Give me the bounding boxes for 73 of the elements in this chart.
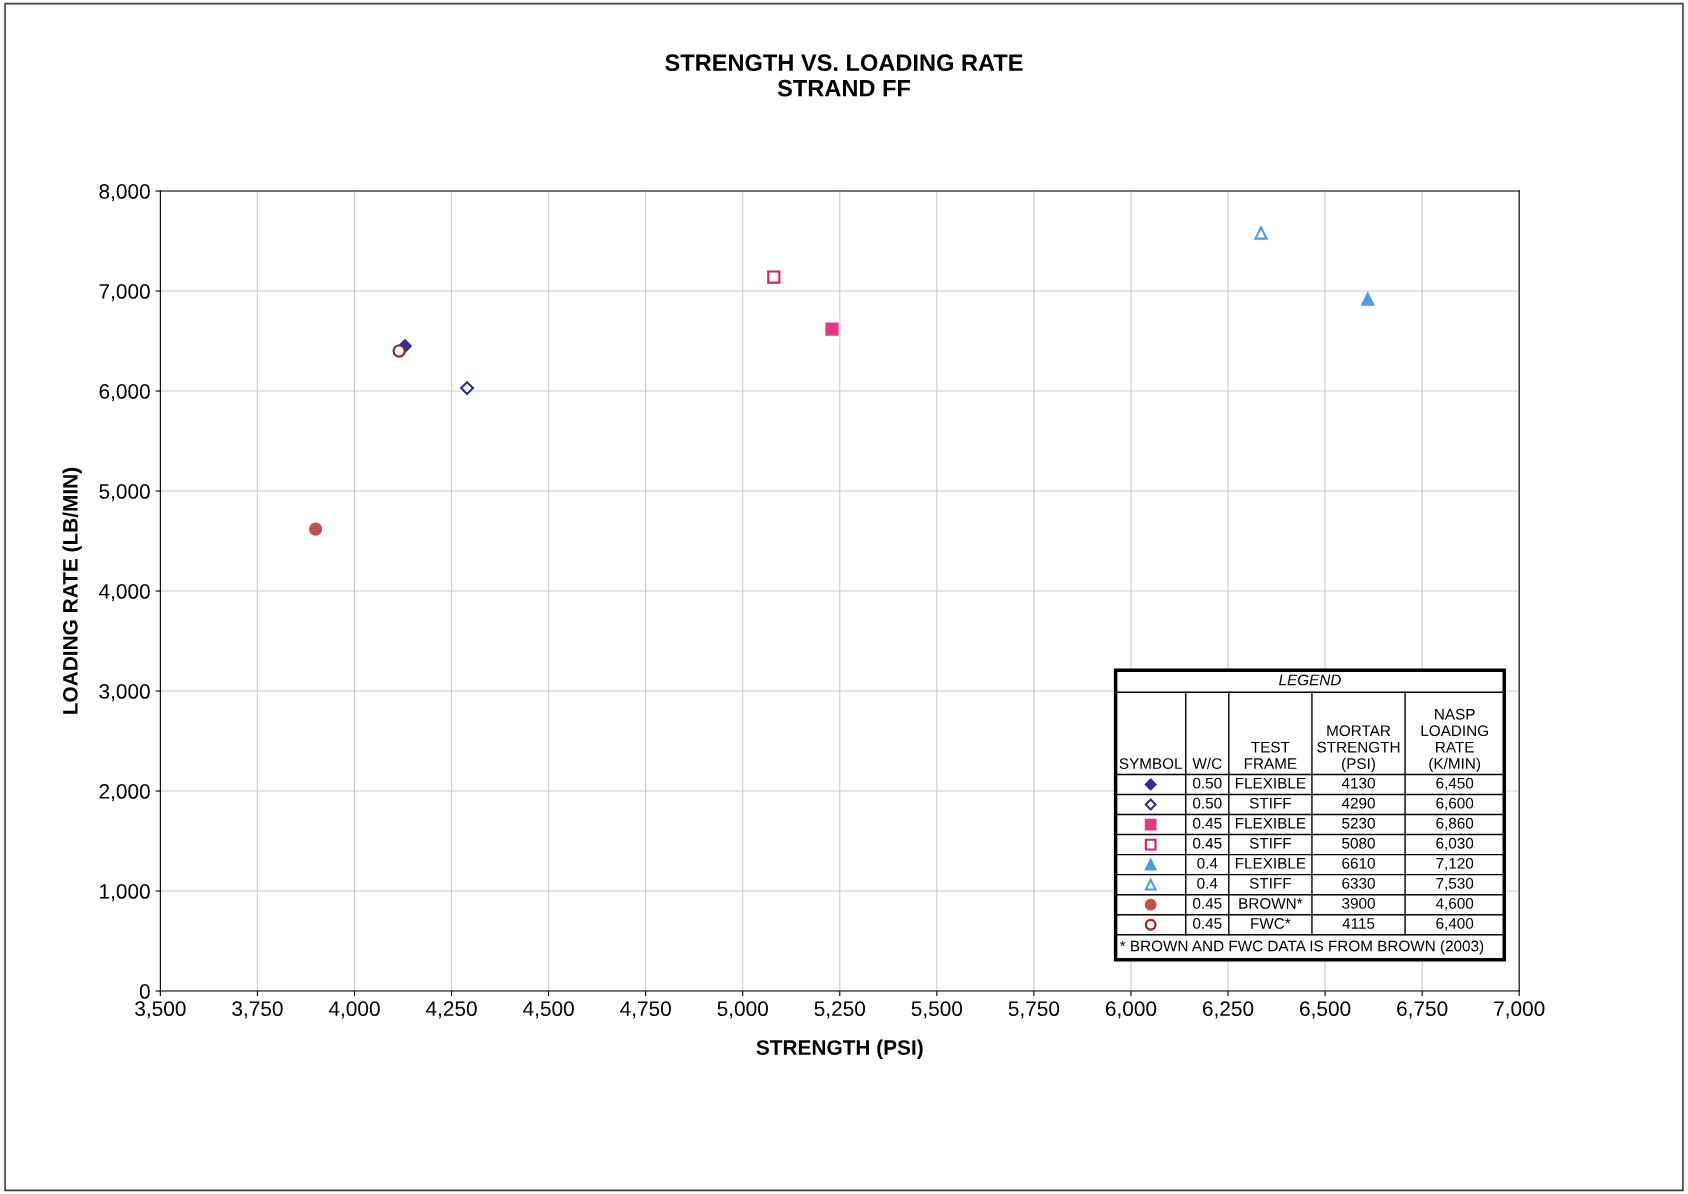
x-tick-label: 5,500 bbox=[911, 1001, 963, 1019]
x-tick-label: 4,000 bbox=[328, 1001, 380, 1019]
annotation: 4115 bbox=[1342, 918, 1375, 929]
y-tick-label: 7,000 bbox=[99, 284, 150, 302]
annotation: * BROWN AND FWC DATA IS FROM BROWN (2003) bbox=[1119, 940, 1484, 955]
annotation: W/C bbox=[1192, 757, 1222, 770]
annotation: 6,400 bbox=[1436, 918, 1474, 931]
annotation: FLEXIBLE bbox=[1235, 777, 1306, 789]
y-tick-label: 4,000 bbox=[98, 584, 150, 602]
annotation: STIFF bbox=[1249, 837, 1291, 849]
annotation: 7,530 bbox=[1436, 877, 1474, 891]
y-tick-label: 3,000 bbox=[99, 684, 150, 702]
annotation: FLEXIBLE bbox=[1235, 858, 1306, 869]
annotation: 0.45 bbox=[1193, 837, 1222, 849]
annotation: 0.45 bbox=[1193, 918, 1222, 929]
annotation: 0.45 bbox=[1193, 897, 1222, 909]
annotation: 7,120 bbox=[1436, 857, 1474, 871]
annotation: 0.45 bbox=[1193, 817, 1222, 829]
x-tick-label: 6,250 bbox=[1203, 1001, 1254, 1019]
y-tick-label: 0 bbox=[139, 984, 150, 999]
y-tick-label: 5,000 bbox=[99, 484, 150, 502]
annotation: 6,030 bbox=[1436, 837, 1474, 851]
annotation: 3900 bbox=[1342, 897, 1375, 909]
annotation: STIFF bbox=[1249, 877, 1291, 889]
annotation: SYMBOL bbox=[1119, 758, 1183, 770]
annotation: STIFF bbox=[1249, 797, 1291, 809]
x-tick-label: 5,750 bbox=[1008, 1001, 1060, 1019]
annotation: 0.50 bbox=[1193, 797, 1222, 809]
x-tick-label: 6,000 bbox=[1105, 1001, 1157, 1019]
y-tick-label: 2,000 bbox=[99, 784, 150, 802]
annotation: MORTAR STRENGTH (PSI) bbox=[1317, 725, 1400, 773]
annotation: 5080 bbox=[1342, 837, 1375, 849]
point bbox=[460, 381, 474, 395]
annotation: 0.4 bbox=[1197, 857, 1218, 869]
annotation: FWC* bbox=[1251, 918, 1291, 929]
point bbox=[767, 270, 781, 284]
annotation: FLEXIBLE bbox=[1235, 817, 1306, 829]
point bbox=[825, 322, 839, 336]
annotation: 0.4 bbox=[1197, 877, 1218, 889]
chart-title: STRENGTH VS. LOADING RATE STRAND FF bbox=[665, 54, 1023, 97]
point bbox=[1254, 226, 1268, 240]
x-tick-label: 6,500 bbox=[1300, 1001, 1351, 1019]
x-axis-title: STRENGTH (PSI) bbox=[756, 1039, 923, 1060]
annotation: 4130 bbox=[1341, 777, 1375, 789]
annotation: NASP LOADING RATE (K/MIN) bbox=[1421, 708, 1488, 773]
annotation: 6,450 bbox=[1436, 777, 1474, 791]
annotation: 4,600 bbox=[1435, 897, 1474, 911]
annotation: 6330 bbox=[1342, 877, 1375, 889]
x-tick-label: 3,750 bbox=[232, 1001, 283, 1019]
y-tick-label: 1,000 bbox=[100, 884, 150, 902]
annotation: TEST FRAME bbox=[1244, 741, 1297, 769]
annotation: 6610 bbox=[1342, 857, 1375, 869]
point bbox=[309, 522, 323, 536]
x-tick-label: 4,250 bbox=[425, 1001, 477, 1019]
x-tick-label: 7,000 bbox=[1494, 1001, 1545, 1019]
y-tick-label: 8,000 bbox=[99, 184, 150, 202]
y-axis-title: LOADING RATE (LB/MIN) bbox=[62, 467, 82, 714]
annotation: 6,600 bbox=[1436, 797, 1474, 811]
x-tick-label: 5,250 bbox=[814, 1001, 866, 1019]
y-tick-label: 6,000 bbox=[99, 384, 150, 402]
legend-title: LEGEND bbox=[1279, 674, 1341, 686]
x-tick-label: 6,750 bbox=[1397, 1001, 1448, 1019]
x-tick-label: 3,500 bbox=[135, 1001, 186, 1019]
annotation: 6,860 bbox=[1436, 817, 1474, 831]
x-tick-label: 4,750 bbox=[620, 1001, 671, 1019]
x-tick-label: 4,500 bbox=[523, 1001, 574, 1019]
annotation: BROWN* bbox=[1239, 897, 1303, 909]
point bbox=[1361, 292, 1375, 306]
annotation: 5230 bbox=[1342, 817, 1375, 829]
annotation: 4290 bbox=[1341, 797, 1375, 809]
x-tick-label: 5,000 bbox=[717, 1001, 768, 1019]
point bbox=[392, 344, 406, 358]
annotation: 0.50 bbox=[1193, 777, 1222, 789]
